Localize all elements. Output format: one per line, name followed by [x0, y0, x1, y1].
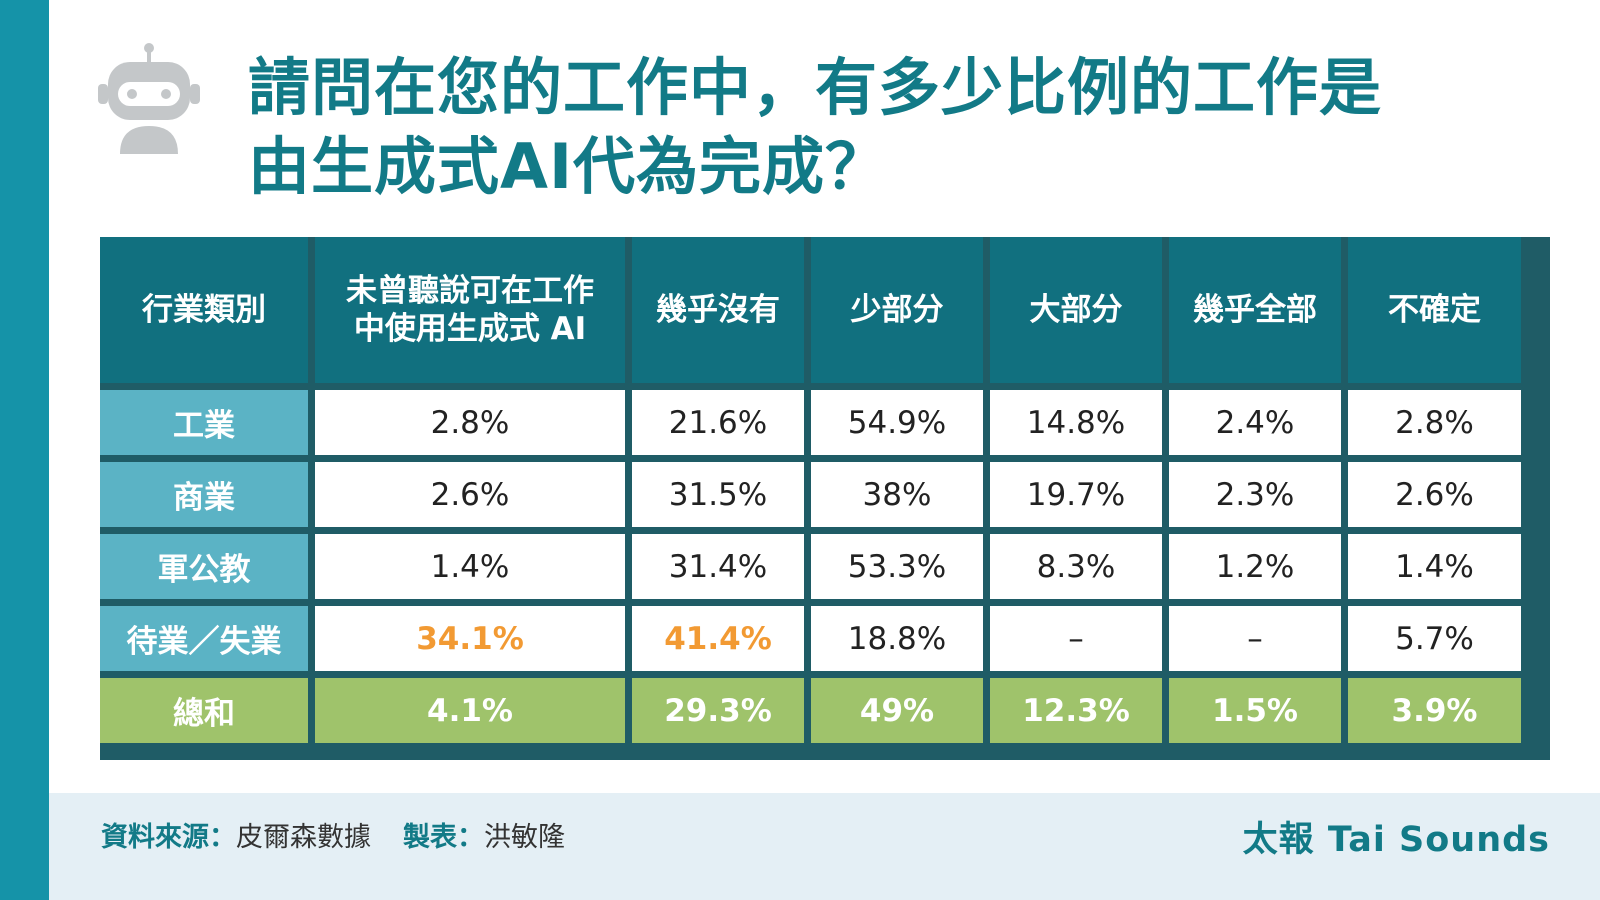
table-cell: 2.6% — [1348, 462, 1521, 527]
table-row: 軍公教 1.4% 31.4% 53.3% 8.3% 1.2% 1.4% — [100, 534, 1521, 599]
col-header-never-heard: 未曾聽說可在工作中使用生成式 AI — [315, 237, 625, 383]
table-cell-highlight: 34.1% — [315, 606, 625, 671]
col-header-unsure: 不確定 — [1348, 237, 1521, 383]
table-cell: 2.4% — [1169, 390, 1341, 455]
table-cell: 3.9% — [1348, 678, 1521, 743]
table-cell: 49% — [811, 678, 983, 743]
row-label: 商業 — [100, 462, 308, 527]
row-label: 待業／失業 — [100, 606, 308, 671]
table-cell: – — [1169, 606, 1341, 671]
col-header-small-part: 少部分 — [811, 237, 983, 383]
maker-value: 洪敏隆 — [484, 822, 565, 853]
table-cell: 2.8% — [315, 390, 625, 455]
total-row: 總和 4.1% 29.3% 49% 12.3% 1.5% 3.9% — [100, 678, 1521, 743]
data-table-frame: 行業類別 未曾聽說可在工作中使用生成式 AI 幾乎沒有 少部分 大部分 幾乎全部… — [100, 237, 1550, 760]
table-cell: 21.6% — [632, 390, 804, 455]
brand-logo-text: 太報 Tai Sounds — [1242, 820, 1550, 860]
table-cell: 12.3% — [990, 678, 1162, 743]
row-label: 工業 — [100, 390, 308, 455]
col-header-industry: 行業類別 — [100, 237, 308, 383]
header-row: 行業類別 未曾聽說可在工作中使用生成式 AI 幾乎沒有 少部分 大部分 幾乎全部… — [100, 237, 1521, 383]
table-cell: 2.8% — [1348, 390, 1521, 455]
col-header-almost-all: 幾乎全部 — [1169, 237, 1341, 383]
table-row: 待業／失業 34.1% 41.4% 18.8% – – 5.7% — [100, 606, 1521, 671]
table-cell: 54.9% — [811, 390, 983, 455]
table-cell: 29.3% — [632, 678, 804, 743]
robot-icon — [98, 43, 200, 154]
table-cell: 1.4% — [315, 534, 625, 599]
table-cell: 31.4% — [632, 534, 804, 599]
table-row: 商業 2.6% 31.5% 38% 19.7% 2.3% 2.6% — [100, 462, 1521, 527]
source-label: 資料來源： — [101, 822, 236, 853]
table-cell: 31.5% — [632, 462, 804, 527]
col-header-almost-none: 幾乎沒有 — [632, 237, 804, 383]
table-cell: 1.2% — [1169, 534, 1341, 599]
table-cell: 2.3% — [1169, 462, 1341, 527]
table-cell: 14.8% — [990, 390, 1162, 455]
table-cell: 53.3% — [811, 534, 983, 599]
row-label: 軍公教 — [100, 534, 308, 599]
table-cell: 38% — [811, 462, 983, 527]
table-cell: 1.5% — [1169, 678, 1341, 743]
footer: 資料來源：皮爾森數據 製表：洪敏隆 太報 Tai Sounds — [49, 793, 1600, 900]
table-cell: 18.8% — [811, 606, 983, 671]
table-cell-highlight: 41.4% — [632, 606, 804, 671]
row-label: 總和 — [100, 678, 308, 743]
table-row: 工業 2.8% 21.6% 54.9% 14.8% 2.4% 2.8% — [100, 390, 1521, 455]
page-title: 請問在您的工作中，有多少比例的工作是 由生成式AI代為完成？ — [248, 48, 1568, 206]
col-header-most: 大部分 — [990, 237, 1162, 383]
source-credit: 資料來源：皮爾森數據 製表：洪敏隆 — [101, 815, 565, 854]
table-cell: 8.3% — [990, 534, 1162, 599]
left-accent-bar — [0, 0, 49, 900]
table-cell: 2.6% — [315, 462, 625, 527]
table-cell: 1.4% — [1348, 534, 1521, 599]
source-value: 皮爾森數據 — [236, 822, 371, 853]
table-cell: 5.7% — [1348, 606, 1521, 671]
table-cell: 19.7% — [990, 462, 1162, 527]
table-cell: 4.1% — [315, 678, 625, 743]
table-cell: – — [990, 606, 1162, 671]
maker-label: 製表： — [403, 822, 484, 853]
data-table: 行業類別 未曾聽說可在工作中使用生成式 AI 幾乎沒有 少部分 大部分 幾乎全部… — [93, 230, 1528, 750]
title-line-1: 請問在您的工作中，有多少比例的工作是 — [248, 51, 1383, 124]
title-line-2: 由生成式AI代為完成？ — [248, 130, 889, 203]
